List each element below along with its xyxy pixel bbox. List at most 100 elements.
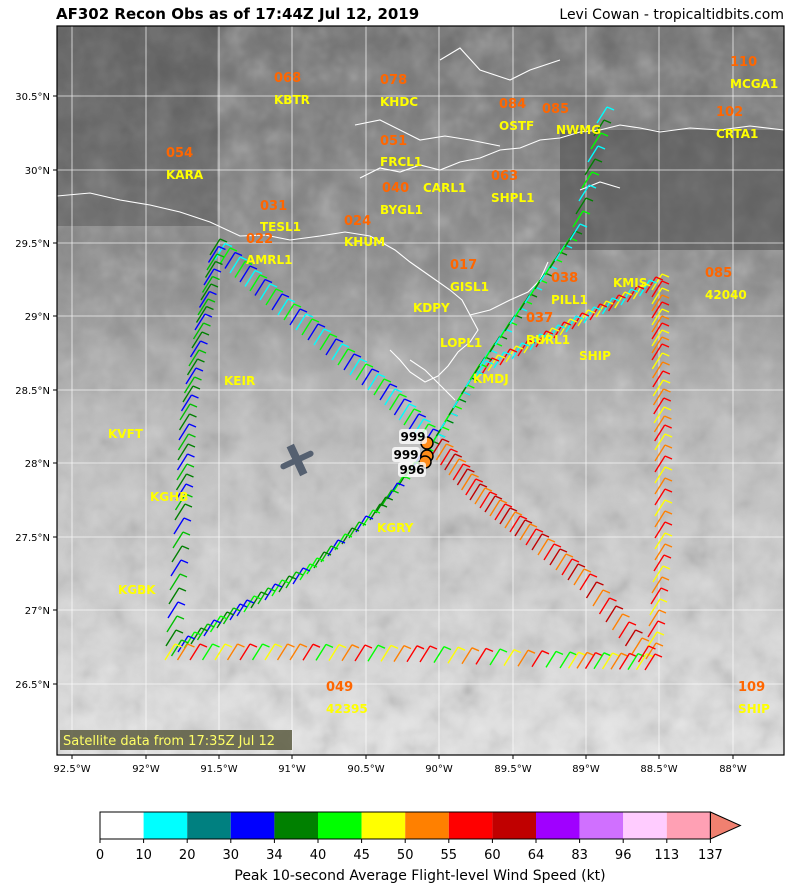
- colorbar-segment: [666, 812, 711, 839]
- colorbar: 0 10 20 30 34 40 45 50 55 60 64 83 96 113 137: [96, 811, 742, 863]
- lon-tick-label: 88°W: [719, 764, 747, 775]
- station-name: KARA: [166, 168, 204, 182]
- station-name: 42395: [326, 702, 368, 716]
- pressure-label: 999: [400, 430, 425, 444]
- station-value: 051: [380, 134, 407, 149]
- station-name: KHDC: [380, 95, 418, 109]
- station-value: 085: [705, 266, 732, 281]
- station-name: LOPL1: [440, 336, 482, 350]
- lon-tick-label: 92.5°W: [53, 764, 90, 775]
- lon-tick-label: 90.5°W: [347, 764, 384, 775]
- station-value: 031: [260, 199, 287, 214]
- lat-tick-label: 30.5°N: [15, 92, 50, 103]
- station-name: FRCL1: [380, 155, 422, 169]
- station-labels: KBTR 068 KHDC 078 OSTF 084 NWMG 085 MCGA1 110 CRTA…: [108, 55, 778, 716]
- station-name: KGBK: [118, 583, 156, 597]
- station-value: 110: [730, 55, 757, 70]
- station-name: CRTA1: [716, 127, 758, 141]
- colorbar-tick-label: 34: [266, 848, 283, 863]
- station-value: 109: [738, 680, 765, 695]
- station-name: KGHB: [150, 490, 188, 504]
- colorbar-segment: [405, 812, 449, 839]
- station-value: 017: [450, 258, 477, 273]
- colorbar-segment: [187, 812, 231, 839]
- colorbar-tick-label: 55: [441, 848, 458, 863]
- colorbar-tick-label: 60: [484, 848, 501, 863]
- station-name: KEIR: [224, 374, 255, 388]
- lon-tick-label: 91°W: [278, 764, 306, 775]
- colorbar-segment: [143, 812, 188, 839]
- map-title: AF302 Recon Obs as of 17:44Z Jul 12, 201…: [56, 5, 420, 23]
- lon-tick-label: 90°W: [425, 764, 453, 775]
- lat-tick-label: 28°N: [25, 459, 50, 470]
- colorbar-tick-label: 96: [615, 848, 632, 863]
- latitude-axis: 30.5°N 30°N 29.5°N 29°N 28.5°N 28°N 27.5°N 27°N…: [15, 92, 57, 691]
- station-name: OSTF: [499, 119, 534, 133]
- station-value: 024: [344, 214, 371, 229]
- colorbar-tick-label: 50: [397, 848, 414, 863]
- lat-tick-label: 27°N: [25, 606, 50, 617]
- satellite-note: Satellite data from 17:35Z Jul 12: [60, 730, 292, 750]
- station-name: KMDJ: [473, 372, 509, 386]
- credit-label: Levi Cowan - tropicaltidbits.com: [559, 7, 784, 23]
- colorbar-segment: [536, 812, 580, 839]
- colorbar-tick-label: 40: [310, 848, 327, 863]
- station-name: KVFT: [108, 427, 144, 441]
- colorbar-tick-label: 64: [528, 848, 545, 863]
- lat-tick-label: 29°N: [25, 312, 50, 323]
- colorbar-segment: [448, 812, 493, 839]
- colorbar-tick-label: 30: [223, 848, 240, 863]
- lon-tick-label: 89.5°W: [494, 764, 531, 775]
- station-name: BURL1: [526, 333, 570, 347]
- station-name: SHIP: [579, 349, 611, 363]
- pressure-label: 996: [399, 463, 424, 477]
- lat-tick-label: 27.5°N: [15, 533, 50, 544]
- station-name: KHUM: [344, 235, 385, 249]
- colorbar-segment: [623, 812, 667, 839]
- colorbar-tick-label: 45: [353, 848, 370, 863]
- station-name: 42040: [705, 288, 747, 302]
- station-value: 022: [246, 232, 273, 247]
- station-value: 102: [716, 105, 743, 120]
- station-value: 063: [491, 169, 518, 184]
- station-name: AMRL1: [246, 253, 292, 267]
- lat-tick-label: 26.5°N: [15, 680, 50, 691]
- colorbar-tick-label: 113: [654, 848, 679, 863]
- lon-tick-label: 92°W: [132, 764, 160, 775]
- colorbar-tick-label: 0: [96, 848, 104, 863]
- station-name: NWMG: [556, 123, 601, 137]
- station-value: 078: [380, 73, 407, 88]
- colorbar-tick-label: 137: [698, 848, 723, 863]
- flight-track-barbs: [164, 106, 673, 671]
- station-name: TESL1: [260, 220, 301, 234]
- station-value: 054: [166, 146, 193, 161]
- colorbar-tick-label: 10: [135, 848, 152, 863]
- lat-tick-label: 30°N: [25, 166, 50, 177]
- lat-tick-label: 29.5°N: [15, 239, 50, 250]
- station-value: 049: [326, 680, 353, 695]
- station-value: 040: [382, 181, 409, 196]
- satellite-note-text: Satellite data from 17:35Z Jul 12: [63, 734, 275, 749]
- station-name: KBTR: [274, 93, 310, 107]
- colorbar-segment: [579, 812, 624, 839]
- satellite-image: [57, 26, 784, 755]
- station-value: 084: [499, 97, 526, 112]
- coastline: [57, 47, 784, 401]
- colorbar-tick-label: 20: [179, 848, 196, 863]
- colorbar-segment: [230, 812, 275, 839]
- station-name: CARL1: [423, 181, 466, 195]
- station-value: 085: [542, 102, 569, 117]
- colorbar-segment: [492, 812, 536, 839]
- colorbar-extend-arrow: [709, 811, 742, 840]
- station-name: KDPY: [413, 301, 450, 315]
- station-value: 068: [274, 71, 301, 86]
- station-name: GISL1: [450, 280, 489, 294]
- colorbar-segment: [100, 812, 144, 839]
- lon-tick-label: 89°W: [572, 764, 600, 775]
- lon-tick-label: 91.5°W: [200, 764, 237, 775]
- station-name: KGRY: [377, 521, 414, 535]
- colorbar-tick-label: 83: [571, 848, 588, 863]
- station-name: KMIS: [613, 276, 647, 290]
